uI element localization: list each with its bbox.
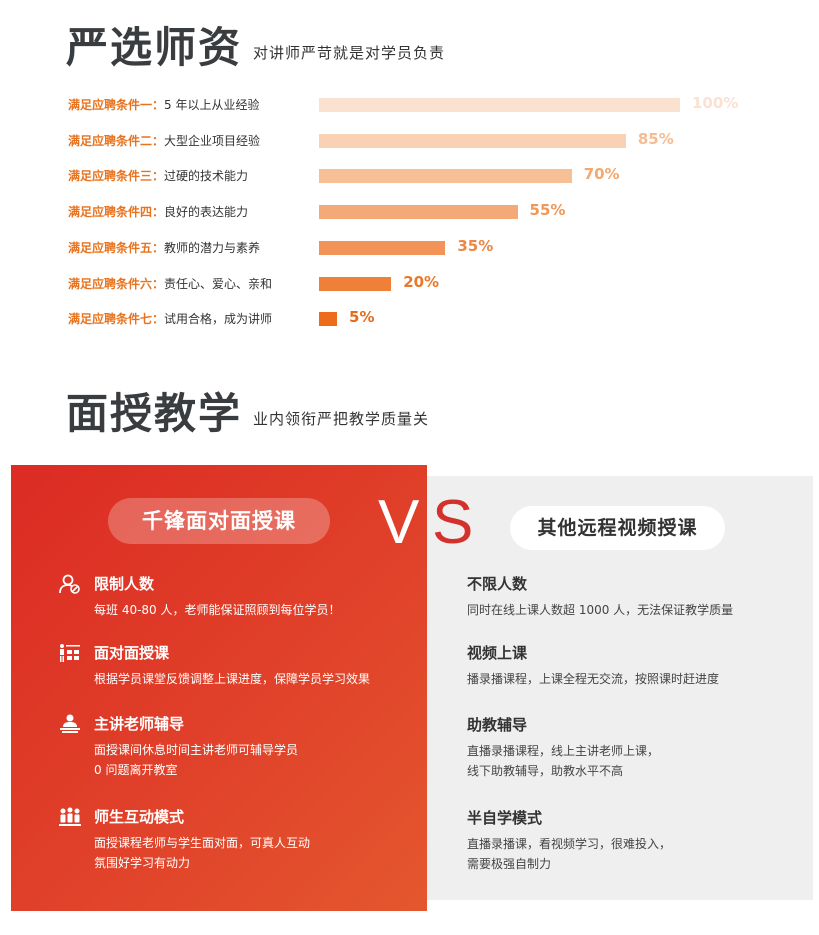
left-feature-desc-2: 0 问题离开教室 <box>94 763 178 777</box>
requirement-key: 满足应聘条件二： <box>68 133 165 148</box>
right-feature-1: 不限人数 同时在线上课人数超 1000 人，无法保证教学质量 <box>467 573 733 620</box>
requirement-label: 满足应聘条件四：良好的表达能力 <box>68 203 248 220</box>
requirement-percent: 55% <box>529 201 566 220</box>
requirement-text: 教师的潜力与素养 <box>164 240 261 255</box>
requirement-text: 过硬的技术能力 <box>164 169 249 184</box>
requirement-text: 5 年以上从业经验 <box>164 98 260 112</box>
requirement-text: 良好的表达能力 <box>164 205 249 220</box>
requirement-row: 满足应聘条件一：5 年以上从业经验 100% <box>0 93 819 117</box>
requirements-chart: 满足应聘条件一：5 年以上从业经验 100% 满足应聘条件二：大型企业项目经验 85%… <box>0 0 819 340</box>
requirement-key: 满足应聘条件一： <box>68 98 165 112</box>
requirement-row: 满足应聘条件三：过硬的技术能力 70% <box>0 164 819 188</box>
requirement-bar <box>319 205 518 220</box>
section1-title: 严选师资 <box>66 23 243 72</box>
requirement-percent: 20% <box>403 272 440 291</box>
requirement-bar <box>319 169 572 184</box>
left-feature-desc: 面授课程老师与学生面对面，可真人互动 <box>94 836 311 850</box>
requirement-label: 满足应聘条件六：责任心、爱心、亲和 <box>68 275 272 292</box>
right-feature-desc: 同时在线上课人数超 1000 人，无法保证教学质量 <box>467 603 734 617</box>
right-feature-2: 视频上课 播录播课程，上课全程无交流，按照课时赶进度 <box>467 642 719 689</box>
right-feature-desc-2: 线下助教辅导，助教水平不高 <box>467 764 624 778</box>
requirement-key: 满足应聘条件三： <box>68 169 165 184</box>
section1-subtitle: 对讲师严苛就是对学员负责 <box>253 44 446 62</box>
left-feature-title: 面对面授课 <box>94 644 170 662</box>
requirement-row: 满足应聘条件四：良好的表达能力 55% <box>0 200 819 224</box>
section2-title: 面授教学 <box>66 389 243 438</box>
right-feature-title: 半自学模式 <box>467 809 543 827</box>
right-feature-4: 半自学模式 直播录播课，看视频学习，很难投入， 需要极强自制力 <box>467 807 671 874</box>
right-feature-title: 不限人数 <box>467 575 528 593</box>
left-feature-title: 师生互动模式 <box>94 808 185 826</box>
left-feature-desc: 面授课间休息时间主讲老师可辅导学员 <box>94 743 299 757</box>
group-icon <box>59 807 81 826</box>
requirement-label: 满足应聘条件三：过硬的技术能力 <box>68 167 248 184</box>
right-feature-desc: 播录播课程，上课全程无交流，按照课时赶进度 <box>467 672 720 686</box>
section2-subtitle: 业内领衔严把教学质量关 <box>253 410 430 428</box>
other-remote-pill: 其他远程视频授课 <box>510 506 725 550</box>
requirement-bar <box>319 98 680 112</box>
requirement-percent: 5% <box>349 308 375 327</box>
requirement-label: 满足应聘条件二：大型企业项目经验 <box>68 132 260 149</box>
requirement-percent: 35% <box>457 236 494 255</box>
teacher-icon <box>60 714 80 733</box>
requirement-label: 满足应聘条件一：5 年以上从业经验 <box>68 96 259 113</box>
requirement-key: 满足应聘条件六： <box>68 276 165 291</box>
requirement-key: 满足应聘条件七： <box>68 312 165 327</box>
right-feature-desc-2: 需要极强自制力 <box>467 857 552 871</box>
qianfeng-pill: 千锋面对面授课 <box>108 498 330 544</box>
vs-letter-v: V <box>378 488 420 557</box>
requirement-row: 满足应聘条件六：责任心、爱心、亲和 20% <box>0 272 819 296</box>
requirement-text: 试用合格，成为讲师 <box>164 312 273 327</box>
left-feature-2: 面对面授课 根据学员课堂反馈调整上课进度，保障学员学习效果 <box>60 642 371 689</box>
requirement-percent: 100% <box>692 94 739 112</box>
vs-letter-s: S <box>432 488 474 557</box>
right-feature-title: 助教辅导 <box>467 716 528 734</box>
right-feature-desc: 直播录播课，看视频学习，很难投入， <box>467 837 672 851</box>
requirement-label: 满足应聘条件七：试用合格，成为讲师 <box>68 310 272 327</box>
requirement-bar <box>319 276 392 291</box>
requirement-text: 责任心、爱心、亲和 <box>164 276 273 291</box>
right-feature-desc: 直播录播课程，线上主讲老师上课， <box>467 744 660 758</box>
right-feature-title: 视频上课 <box>467 644 528 662</box>
requirement-row: 满足应聘条件七：试用合格，成为讲师 5% <box>0 307 819 331</box>
requirement-key: 满足应聘条件五： <box>68 240 165 255</box>
left-feature-4: 师生互动模式 面授课程老师与学生面对面，可真人互动 氛围好学习有动力 <box>59 806 311 873</box>
left-feature-title: 限制人数 <box>94 575 155 593</box>
requirement-row: 满足应聘条件五：教师的潜力与素养 35% <box>0 236 819 260</box>
requirement-key: 满足应聘条件四： <box>68 205 165 220</box>
requirement-bar <box>319 312 338 327</box>
requirement-row: 满足应聘条件二：大型企业项目经验 85% <box>0 129 819 153</box>
requirement-percent: 85% <box>637 129 674 148</box>
user-limit-icon <box>59 574 80 594</box>
requirement-label: 满足应聘条件五：教师的潜力与素养 <box>68 239 260 256</box>
classroom-icon <box>60 644 80 662</box>
requirement-bar <box>319 240 446 255</box>
left-feature-desc-2: 氛围好学习有动力 <box>94 856 191 870</box>
left-feature-1: 限制人数 每班 40-80 人，老师能保证照顾到每位学员！ <box>59 573 341 620</box>
requirement-text: 大型企业项目经验 <box>164 133 261 148</box>
right-feature-3: 助教辅导 直播录播课程，线上主讲老师上课， 线下助教辅导，助教水平不高 <box>467 714 659 781</box>
left-feature-desc: 每班 40-80 人，老师能保证照顾到每位学员！ <box>94 603 341 617</box>
left-feature-title: 主讲老师辅导 <box>94 715 185 733</box>
requirement-percent: 70% <box>583 165 620 184</box>
qianfeng-panel: 千锋面对面授课 限制人数 每班 40-80 人，老师能保证照顾到每位学员！ 面对… <box>11 465 427 911</box>
left-feature-3: 主讲老师辅导 面授课间休息时间主讲老师可辅导学员 0 问题离开教室 <box>60 713 299 780</box>
requirement-bar <box>319 133 626 148</box>
other-remote-panel: 其他远程视频授课 不限人数 同时在线上课人数超 1000 人，无法保证教学质量 … <box>427 476 813 900</box>
left-feature-desc: 根据学员课堂反馈调整上课进度，保障学员学习效果 <box>94 672 371 686</box>
